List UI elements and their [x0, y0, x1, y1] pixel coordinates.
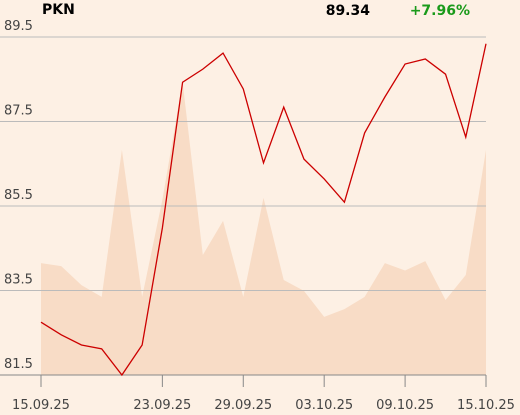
ticker: PKN — [42, 2, 75, 18]
y-tick-label: 81.5 — [4, 357, 33, 372]
y-tick-label: 89.5 — [4, 19, 33, 34]
y-tick-label: 83.5 — [4, 273, 33, 288]
x-tick-label: 15.10.25 — [457, 398, 515, 413]
y-tick-label: 85.5 — [4, 188, 33, 203]
price-line — [40, 43, 487, 377]
x-tick-label: 09.10.25 — [376, 398, 434, 413]
x-tick-label: 29.09.25 — [214, 398, 272, 413]
last-price: 89.34 — [326, 3, 371, 19]
y-tick-label: 87.5 — [4, 104, 33, 119]
x-tick-label: 03.10.25 — [295, 398, 353, 413]
volume-area — [41, 81, 486, 375]
x-tick-label: 15.09.25 — [12, 398, 70, 413]
x-tick-label: 23.09.25 — [133, 398, 191, 413]
price-change: +7.96% — [410, 3, 470, 19]
